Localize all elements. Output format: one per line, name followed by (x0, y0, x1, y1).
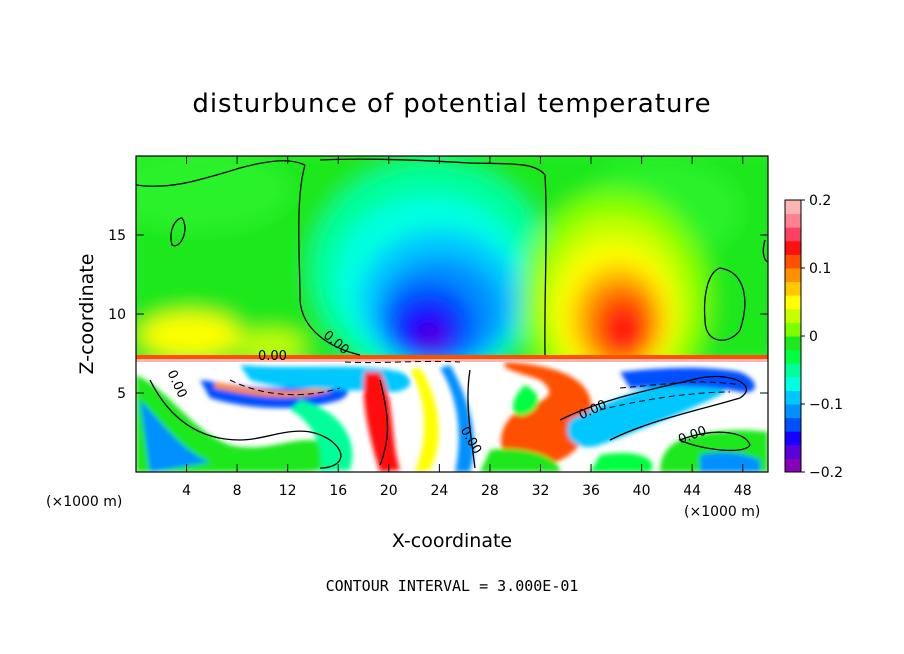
colorbar-swatch (785, 227, 801, 242)
colorbar-swatch (785, 390, 801, 405)
x-tick-label: 44 (683, 483, 701, 499)
negative-contours (229, 360, 741, 411)
colorbar-swatch (785, 254, 801, 269)
x-tick-label: 4 (182, 483, 191, 499)
colorbar-swatch (785, 268, 801, 283)
x-tick-label: 20 (380, 483, 398, 499)
colorbar-tick-label: 0.2 (809, 193, 831, 209)
contour-interval: CONTOUR INTERVAL = 3.000E-01 (326, 577, 579, 595)
x-tick-label: 12 (279, 483, 297, 499)
colorbar-swatch (785, 322, 801, 337)
colorbar-swatch (785, 444, 801, 459)
colorbar-swatch (785, 417, 801, 432)
y-axis-label: Z-coordinate (76, 254, 98, 375)
colorbar-swatch (785, 363, 801, 378)
colorbar-swatch (785, 349, 801, 364)
colorbar-swatch (785, 281, 801, 296)
colorbar: 0.2 0.1 0 −0.1 −0.2 (784, 193, 843, 481)
colorbar-swatch (785, 404, 801, 419)
x-tick-label: 32 (532, 483, 550, 499)
x-tick-label: 48 (734, 483, 752, 499)
x-tick-label: 16 (329, 483, 347, 499)
colorbar-tick-label: −0.2 (809, 465, 843, 481)
chart-title: disturbunce of potential temperature (192, 89, 711, 119)
contour-label: 0.00 (258, 349, 287, 364)
colorbar-swatch (785, 376, 801, 391)
y-tick-label: 15 (108, 228, 126, 244)
y-tick-label: 5 (117, 386, 126, 402)
x-tick-label: 8 (233, 483, 242, 499)
x-axis-ticks: 4 8 12 16 20 24 28 32 36 40 44 48 (182, 156, 752, 499)
colorbar-swatch (785, 240, 801, 255)
colorbar-tick-label: 0 (809, 329, 818, 345)
colorbar-swatch (785, 200, 801, 215)
colorbar-swatch (785, 431, 801, 446)
colorbar-swatch (785, 458, 801, 473)
colorbar-tick-label: 0.1 (809, 261, 831, 277)
colorbar-swatch (785, 336, 801, 351)
x-tick-label: 28 (481, 483, 499, 499)
heatmap-field (136, 156, 768, 472)
colorbar-swatch (785, 213, 801, 228)
y-tick-label: 10 (108, 307, 126, 323)
colorbar-swatch (785, 308, 801, 323)
colorbar-tick-label: −0.1 (809, 397, 843, 413)
x-unit-right: (×1000 m) (684, 504, 760, 520)
x-tick-label: 36 (582, 483, 600, 499)
x-tick-label: 24 (430, 483, 448, 499)
x-unit-left: (×1000 m) (46, 494, 122, 510)
colorbar-swatch (785, 295, 801, 310)
x-axis-label: X-coordinate (392, 530, 512, 552)
y-axis-ticks: 5 10 15 (108, 228, 768, 402)
x-tick-label: 40 (633, 483, 651, 499)
